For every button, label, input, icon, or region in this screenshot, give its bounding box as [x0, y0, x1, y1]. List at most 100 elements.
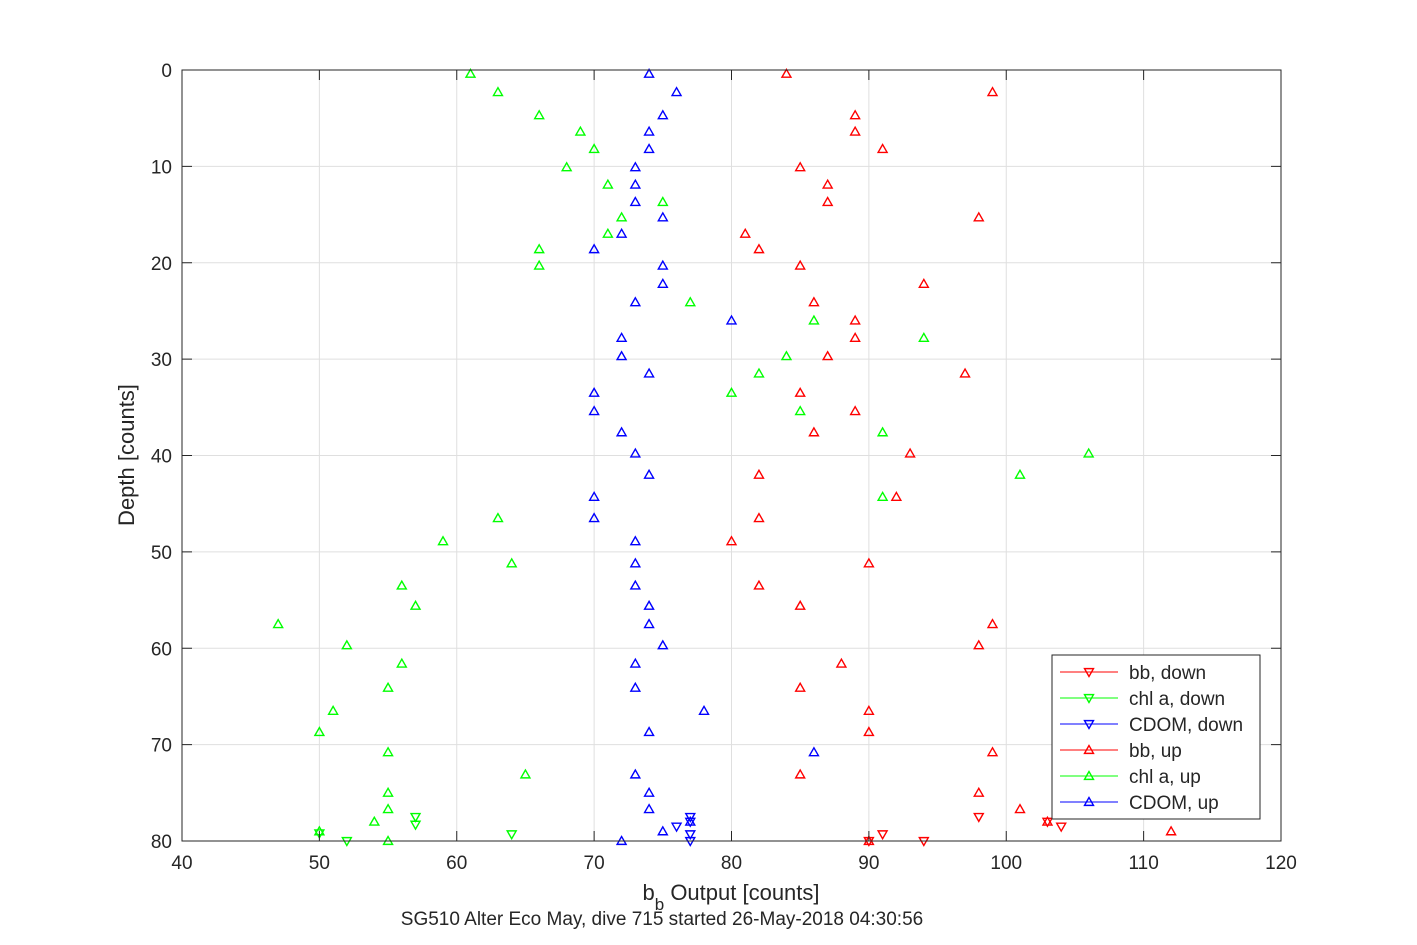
data-point	[863, 704, 875, 715]
x-axis-label-main: b	[642, 880, 654, 905]
data-point	[629, 447, 642, 458]
legend-item: bb, down	[1060, 663, 1206, 684]
y-tick-label: 50	[151, 543, 172, 564]
data-point	[986, 746, 999, 757]
data-point	[876, 830, 889, 841]
data-point	[643, 726, 655, 737]
series-bb-up	[725, 67, 1177, 846]
data-point	[1055, 822, 1067, 833]
data-point	[794, 405, 806, 416]
data-point	[657, 639, 669, 650]
data-point	[780, 67, 793, 78]
legend-item: CDOM, up	[1060, 793, 1219, 814]
data-point	[876, 143, 889, 154]
data-point	[615, 227, 628, 238]
data-point	[643, 367, 655, 378]
x-tick-label: 90	[858, 853, 879, 874]
data-point	[505, 830, 518, 841]
data-point	[863, 835, 875, 846]
series-cdom-up	[588, 67, 820, 846]
legend-item: bb, up	[1060, 741, 1182, 762]
legend-marker	[1083, 796, 1095, 807]
data-point	[794, 161, 806, 172]
x-tick-label: 110	[1128, 853, 1158, 874]
data-point	[876, 491, 889, 502]
data-point	[876, 426, 889, 437]
data-point	[918, 836, 930, 847]
data-point	[327, 704, 339, 715]
data-point	[863, 557, 875, 568]
x-tick-label: 120	[1265, 853, 1297, 874]
data-markers	[272, 67, 1177, 847]
y-tick-label: 70	[151, 736, 172, 757]
data-point	[986, 618, 999, 629]
data-point	[794, 599, 806, 610]
legend-item: chl a, down	[1060, 689, 1225, 710]
data-point	[863, 726, 875, 737]
data-point	[588, 386, 600, 397]
series-chl-a-up	[272, 67, 1095, 846]
x-tick-label: 70	[584, 853, 605, 874]
legend-marker	[1083, 719, 1095, 730]
data-point	[615, 426, 628, 437]
data-point	[643, 618, 655, 629]
data-point	[973, 211, 985, 222]
legend-label: CDOM, down	[1129, 715, 1243, 736]
data-point	[973, 639, 985, 650]
legend-label: bb, up	[1129, 741, 1182, 762]
data-point	[821, 350, 834, 361]
data-point	[533, 243, 545, 254]
data-point	[684, 296, 696, 307]
legend-item: chl a, up	[1060, 767, 1201, 788]
data-point	[849, 109, 861, 120]
data-point	[588, 491, 600, 502]
y-tick-label: 0	[161, 61, 172, 82]
data-point	[849, 314, 861, 325]
data-point	[629, 161, 642, 172]
data-point	[753, 243, 765, 254]
data-point	[890, 491, 903, 502]
data-point	[629, 196, 642, 207]
data-point	[725, 535, 738, 546]
series-chl-a-down	[313, 812, 518, 847]
data-point	[629, 178, 642, 189]
data-point	[835, 657, 848, 668]
data-point	[602, 227, 614, 238]
data-point	[382, 746, 394, 757]
data-point	[849, 332, 861, 342]
x-axis-label-subscript: b	[655, 895, 664, 914]
y-tick-label: 40	[151, 447, 172, 468]
x-tick-label: 60	[446, 853, 467, 874]
data-point	[464, 67, 477, 78]
data-point	[849, 405, 861, 416]
data-point	[313, 726, 326, 737]
data-point	[313, 829, 326, 840]
data-point	[794, 681, 806, 692]
legend-label: CDOM, up	[1129, 793, 1219, 814]
data-point	[1041, 815, 1054, 826]
data-point	[615, 211, 628, 222]
data-point	[533, 109, 545, 120]
data-point	[629, 535, 642, 546]
data-point	[657, 278, 669, 289]
data-point	[1165, 825, 1177, 836]
data-point	[505, 557, 518, 568]
data-point	[670, 822, 683, 833]
data-point	[973, 812, 985, 823]
data-point	[629, 657, 642, 668]
y-tick-label: 10	[151, 157, 172, 178]
data-point	[808, 296, 820, 307]
legend-marker	[1083, 770, 1095, 781]
legend-label: bb, down	[1129, 663, 1206, 684]
data-point	[382, 835, 394, 846]
data-point	[341, 639, 353, 650]
data-point	[602, 178, 614, 189]
data-point	[643, 125, 655, 136]
tick-labels: 40 50 60 70 80 90 100 110 120 0 10 20 30 40 50 60 70 80	[151, 61, 1297, 874]
data-point	[409, 812, 422, 823]
x-tick-label: 100	[990, 853, 1022, 874]
axis-ticks	[181, 69, 1282, 842]
data-point	[780, 350, 793, 361]
data-point	[437, 535, 449, 546]
